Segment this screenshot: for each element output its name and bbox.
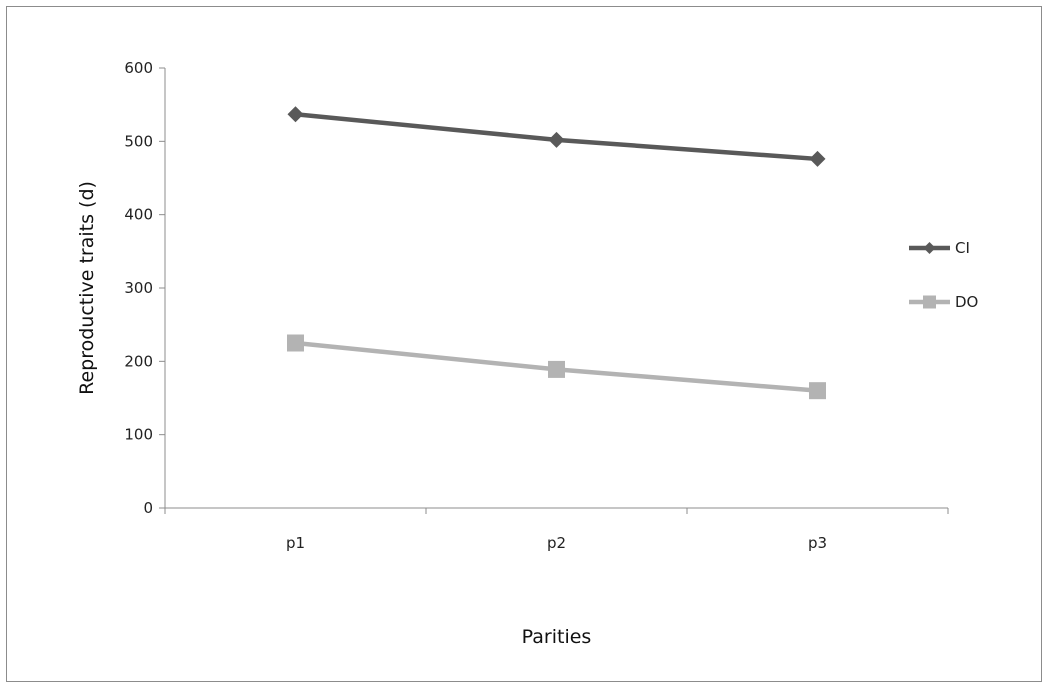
chart-frame [6, 6, 1042, 682]
legend-swatch-marker [923, 242, 936, 254]
data-point-do [548, 360, 565, 378]
y-tick-label: 400 [124, 206, 153, 224]
legend-item-ci: CI [909, 239, 970, 257]
y-axis-title: Reproductive traits (d) [76, 181, 98, 395]
y-tick-label: 0 [143, 499, 153, 517]
legend-label: CI [955, 239, 970, 257]
series-ci [287, 106, 826, 167]
data-point-do [287, 334, 304, 352]
data-point-ci [287, 106, 304, 123]
chart-axes: 0 100 200 300 400 500 600 p1 p2 p3 [124, 59, 949, 552]
chart-series [287, 106, 826, 400]
y-tick-label: 300 [124, 279, 153, 297]
data-point-ci [809, 150, 826, 167]
y-tick-label: 200 [124, 352, 153, 370]
legend-label: DO [955, 293, 978, 311]
y-tick-label: 100 [124, 426, 153, 444]
x-tick-label: p1 [286, 534, 305, 552]
chart-legend: CI DO [909, 239, 978, 311]
y-tick-label: 500 [124, 132, 153, 150]
data-point-do [809, 382, 826, 400]
data-point-ci [548, 131, 565, 148]
legend-swatch-marker [923, 295, 936, 309]
y-tick-label: 600 [124, 59, 153, 77]
legend-item-do: DO [909, 293, 978, 311]
series-do [287, 334, 826, 400]
x-axis-title: Parities [522, 626, 592, 648]
x-tick-label: p3 [808, 534, 827, 552]
x-tick-label: p2 [547, 534, 566, 552]
